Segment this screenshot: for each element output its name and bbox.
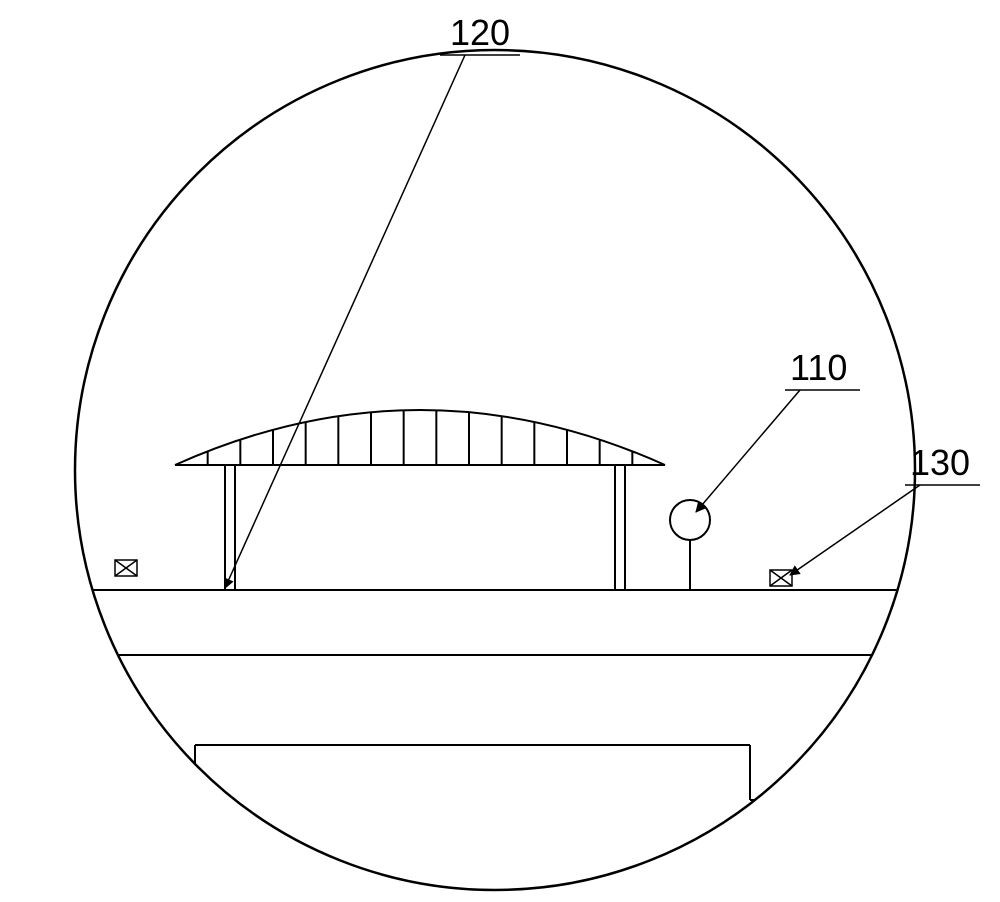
callout-label-130: 130 (910, 442, 970, 483)
callout-label-120: 120 (450, 12, 510, 53)
callout-label-110: 110 (790, 347, 847, 388)
technical-diagram: 120 110 130 (0, 0, 1000, 902)
